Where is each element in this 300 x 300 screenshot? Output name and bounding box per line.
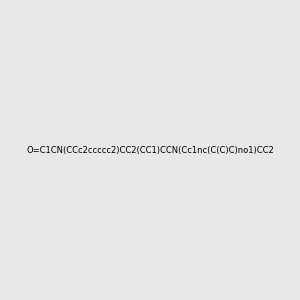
Text: O=C1CN(CCc2ccccc2)CC2(CC1)CCN(Cc1nc(C(C)C)no1)CC2: O=C1CN(CCc2ccccc2)CC2(CC1)CCN(Cc1nc(C(C)… — [26, 146, 274, 154]
